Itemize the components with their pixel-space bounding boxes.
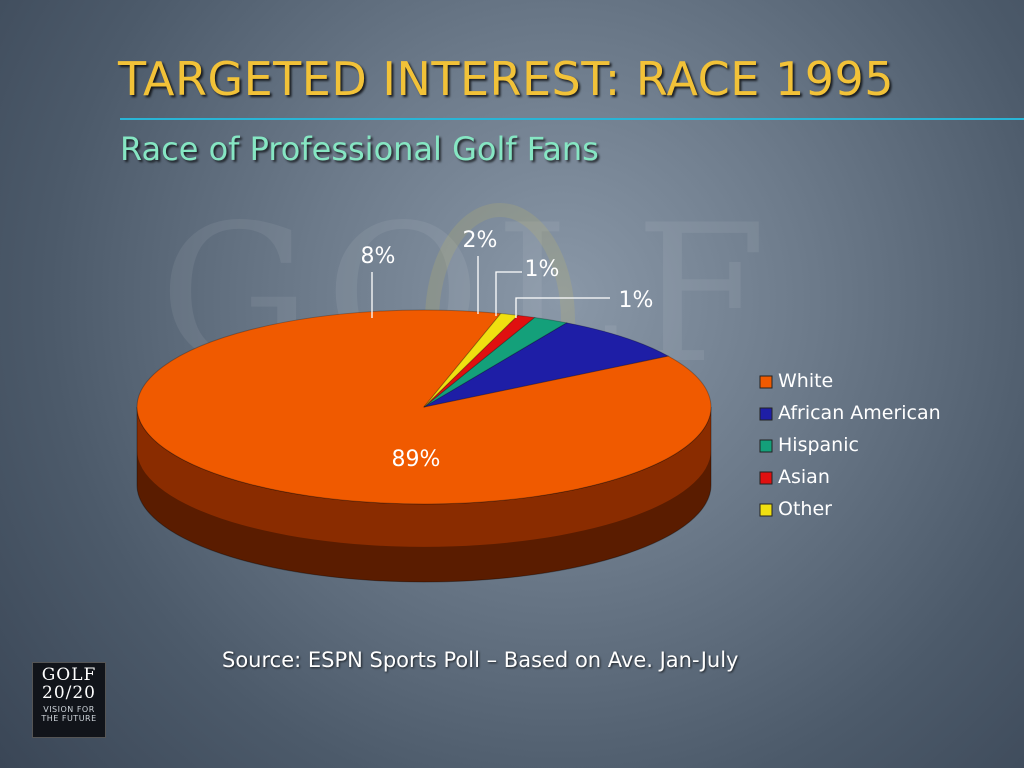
pie-slice-white bbox=[136, 309, 712, 505]
logo-tagline-2: THE FUTURE bbox=[41, 714, 97, 723]
pie-side-shade bbox=[137, 449, 711, 582]
legend-label-hispanic: Hispanic bbox=[778, 434, 859, 456]
legend-swatch-other bbox=[759, 503, 773, 517]
legend-swatch-asian bbox=[759, 471, 773, 485]
pie-leader-lines bbox=[371, 256, 610, 318]
title-divider bbox=[120, 118, 1024, 120]
legend: White African American Hispanic Asian Other bbox=[759, 370, 941, 520]
pie-slice-other bbox=[423, 313, 519, 408]
legend-label-asian: Asian bbox=[778, 466, 830, 488]
golf-2020-logo: GOLF 20/20 VISION FOR THE FUTURE bbox=[32, 662, 106, 738]
logo-tagline-1: VISION FOR bbox=[43, 705, 95, 714]
legend-label-african-american: African American bbox=[778, 402, 941, 424]
page-subtitle: Race of Professional Golf Fans bbox=[120, 130, 599, 168]
slice-label-asian: 1% bbox=[525, 257, 560, 282]
leader-line-asian bbox=[495, 271, 522, 316]
legend-label-white: White bbox=[778, 370, 833, 392]
legend-swatch-african-american bbox=[759, 407, 773, 421]
legend-label-other: Other bbox=[778, 498, 832, 520]
source-note: Source: ESPN Sports Poll – Based on Ave.… bbox=[222, 648, 739, 672]
pie-slices bbox=[136, 309, 712, 505]
legend-swatch-white bbox=[759, 375, 773, 389]
slice-label-hispanic: 2% bbox=[463, 228, 498, 253]
page-title: TARGETED INTEREST: RACE 1995 bbox=[118, 52, 895, 106]
legend-swatch-hispanic bbox=[759, 439, 773, 453]
slice-label-african-american: 8% bbox=[361, 244, 396, 269]
slice-label-white: 89% bbox=[392, 447, 441, 472]
leader-line-other bbox=[515, 297, 610, 318]
pie-slice-asian bbox=[423, 314, 536, 408]
logo-number: 20/20 bbox=[42, 683, 96, 703]
pie-labels: 89% 8% 2% 1% 1% bbox=[361, 228, 654, 472]
pie-slice-african-american bbox=[423, 322, 670, 408]
logo-word: GOLF bbox=[41, 665, 97, 685]
slice-label-other: 1% bbox=[619, 288, 654, 313]
pie-slice-hispanic bbox=[423, 316, 568, 408]
